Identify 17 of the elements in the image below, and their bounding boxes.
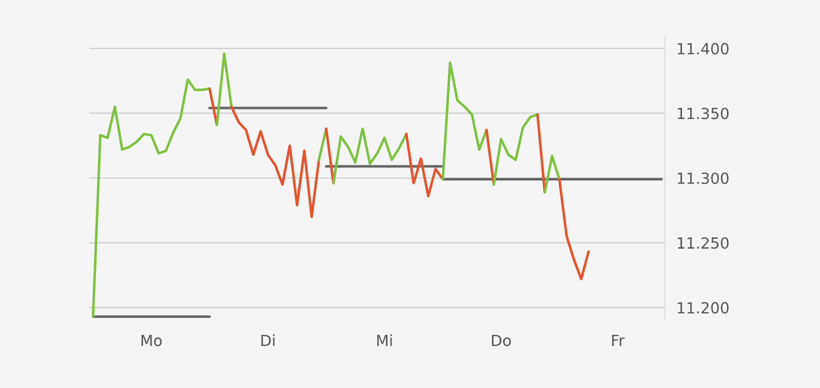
line-series	[230, 106, 320, 218]
x-tick-label: Mi	[377, 334, 392, 346]
line-series	[405, 132, 444, 198]
y-tick-label: 11.350	[678, 108, 729, 120]
x-tick-label: Di	[261, 334, 274, 346]
line-series	[442, 61, 488, 181]
y-tick-label: 11.400	[678, 42, 729, 54]
y-tick-label: 11.250	[678, 237, 729, 249]
x-tick-label: Mo	[142, 334, 162, 346]
line-series	[332, 128, 408, 184]
line-series	[492, 113, 539, 186]
x-tick-label: Do	[492, 334, 511, 346]
x-tick-label: Fr	[612, 334, 625, 346]
y-tick-label: 11.300	[678, 172, 729, 184]
line-series	[92, 78, 211, 318]
y-tick-label: 11.200	[678, 302, 729, 314]
line-series	[558, 178, 590, 280]
